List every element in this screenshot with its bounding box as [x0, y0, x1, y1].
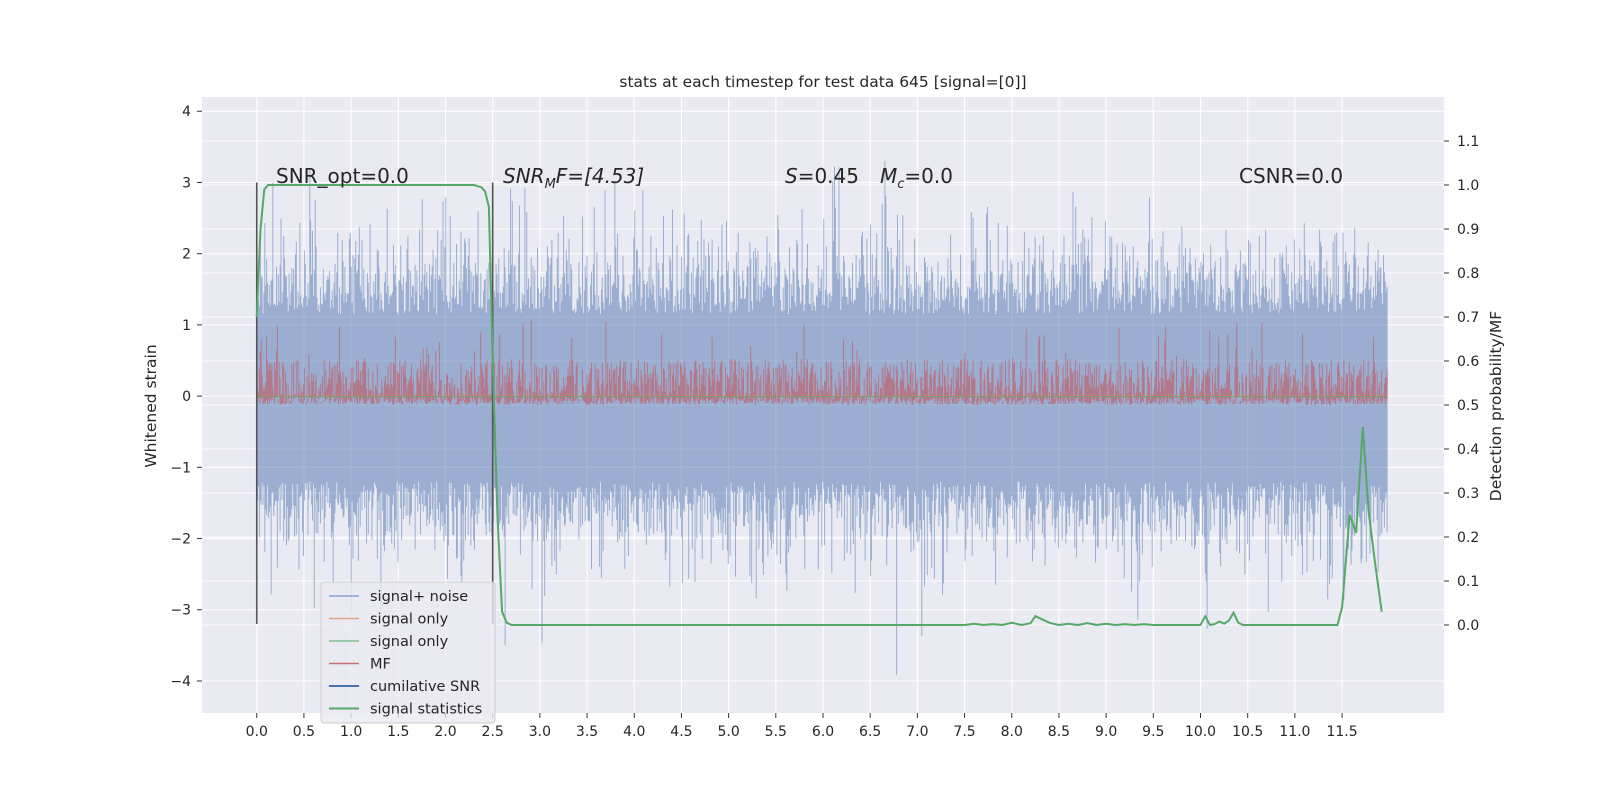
x-tick-label: 7.5 — [953, 724, 975, 740]
x-tick-label: 6.0 — [812, 724, 834, 740]
legend-label: signal only — [370, 634, 449, 650]
x-tick-label: 4.0 — [623, 724, 645, 740]
y-tick-label: 4 — [182, 104, 191, 120]
y-tick-label: −2 — [170, 532, 191, 548]
right-tick-label: 0.3 — [1457, 486, 1479, 502]
x-tick-label: 2.5 — [482, 724, 504, 740]
annotation-s-symbol: S — [785, 164, 798, 188]
annotation-csnr: CSNR=0.0 — [1239, 164, 1343, 188]
x-tick-label: 8.0 — [1001, 724, 1023, 740]
x-tick-label: 6.5 — [859, 724, 881, 740]
x-tick-label: 4.5 — [670, 724, 692, 740]
right-tick-label: 0.5 — [1457, 398, 1479, 414]
right-axis-ticks: 1.1 1.0 0.9 0.8 0.7 0.6 0.5 0.4 0.3 0.2 0.1 0.0 — [1444, 134, 1479, 634]
x-tick-label: 11.0 — [1279, 724, 1310, 740]
vertical-markers — [255, 182, 494, 624]
annotation-mc: Mc=0.0 — [880, 164, 953, 192]
x-tick-label: 10.5 — [1232, 724, 1263, 740]
y-tick-label: 0 — [182, 389, 191, 405]
y-tick-label: 1 — [182, 318, 191, 334]
x-tick-label: 8.5 — [1048, 724, 1070, 740]
series-signal-statistics — [255, 184, 1383, 627]
x-tick-label: 9.0 — [1095, 724, 1117, 740]
x-tick-label: 1.5 — [387, 724, 409, 740]
chart-title: stats at each timestep for test data 645… — [619, 73, 1026, 91]
right-tick-label: 1.1 — [1457, 134, 1479, 150]
y-tick-label: −1 — [170, 460, 191, 476]
x-tick-label: 5.5 — [765, 724, 787, 740]
right-tick-label: 1.0 — [1457, 178, 1479, 194]
annotation-snr-mf-value: F=[4.53] — [556, 164, 644, 188]
right-tick-label: 0.1 — [1457, 574, 1479, 590]
x-tick-label: 2.0 — [434, 724, 456, 740]
x-tick-label: 7.0 — [906, 724, 928, 740]
legend-label: signal+ noise — [370, 589, 468, 605]
annotation-mc-value: =0.0 — [904, 164, 953, 188]
annotation-snr-opt: SNR_opt=0.0 — [276, 164, 409, 188]
x-tick-label: 3.5 — [576, 724, 598, 740]
legend-label: MF — [370, 657, 391, 673]
right-tick-label: 0.8 — [1457, 266, 1479, 282]
annotation-mc-symbol: M — [880, 164, 897, 188]
legend-box — [320, 581, 496, 724]
signal-only-series — [256, 395, 1388, 398]
right-tick-label: 0.7 — [1457, 310, 1479, 326]
legend-label: signal only — [370, 612, 449, 628]
x-tick-label: 3.0 — [529, 724, 551, 740]
right-axis-label: Detection probability/MF — [1487, 311, 1505, 502]
y-tick-label: −4 — [170, 674, 191, 690]
y-tick-label: −3 — [170, 603, 191, 619]
annotation-s-value: =0.45 — [798, 164, 859, 188]
y-axis-label: Whitened strain — [142, 344, 160, 467]
annotation-s: S=0.45 — [785, 164, 859, 188]
right-tick-label: 0.2 — [1457, 530, 1479, 546]
x-tick-label: 11.5 — [1326, 724, 1357, 740]
legend-label: signal statistics — [370, 702, 482, 718]
x-axis-ticks: 0.0 0.5 1.0 1.5 2.0 2.5 3.0 3.5 4.0 4.5 5.0 5.5 6.0 6… — [246, 713, 1358, 740]
signal-statistics-series — [255, 184, 1383, 627]
annotation-mc-subscript: c — [897, 177, 904, 192]
annotation-snr-mf-subscript: M — [545, 177, 556, 192]
y-tick-label: 3 — [182, 175, 191, 191]
x-tick-label: 0.5 — [293, 724, 315, 740]
legend: signal+ noise signal only signal only MF cum… — [320, 581, 496, 724]
legend-label: cumilative SNR — [370, 679, 480, 695]
right-tick-label: 0.4 — [1457, 442, 1479, 458]
right-tick-label: 0.6 — [1457, 354, 1479, 370]
y-axis-ticks: 4 3 2 1 0 −1 −2 −3 −4 — [170, 104, 202, 690]
annotation-snr-mf: SNRMF=[4.53] — [503, 164, 644, 192]
y-tick-label: 2 — [182, 247, 191, 263]
x-tick-label: 10.0 — [1185, 724, 1216, 740]
x-tick-label: 1.0 — [340, 724, 362, 740]
right-tick-label: 0.0 — [1457, 618, 1479, 634]
right-tick-label: 0.9 — [1457, 222, 1479, 238]
x-tick-label: 0.0 — [246, 724, 268, 740]
x-tick-label: 5.0 — [717, 724, 739, 740]
x-tick-label: 9.5 — [1142, 724, 1164, 740]
annotation-snr-mf-symbol: SNR — [503, 164, 545, 188]
